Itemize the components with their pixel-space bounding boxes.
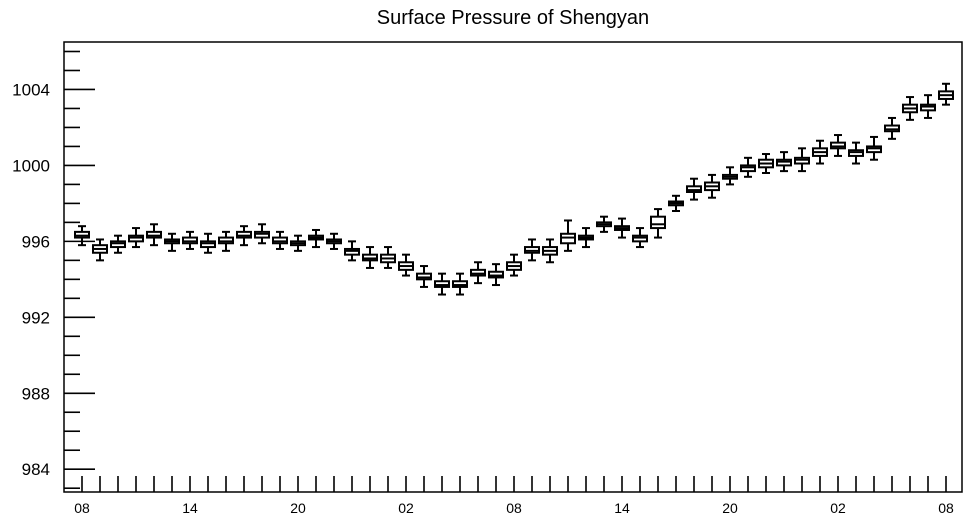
box-mark <box>128 227 144 249</box>
box-mark <box>668 194 684 212</box>
x-tick-label: 02 <box>830 500 846 516</box>
x-tick-label: 08 <box>938 500 954 516</box>
box-mark <box>488 263 504 287</box>
box-mark <box>290 234 306 252</box>
y-tick-label: 988 <box>22 384 50 403</box>
box-mark <box>812 139 828 165</box>
box-mark <box>740 156 756 178</box>
chart-title: Surface Pressure of Shengyan <box>377 7 649 29</box>
box-mark <box>254 223 270 245</box>
box-mark <box>542 238 558 264</box>
box-mark <box>938 82 954 106</box>
x-axis: 08 14 20 02 08 14 20 02 08 <box>74 476 954 516</box>
y-tick-label: 984 <box>22 460 50 479</box>
box-mark <box>560 219 576 252</box>
box-mark <box>614 217 630 239</box>
box-mark <box>920 94 936 119</box>
box-mark <box>434 272 450 296</box>
plot-frame <box>63 41 963 493</box>
x-tick-label: 14 <box>614 500 630 516</box>
box-mark <box>164 232 180 252</box>
box-rect <box>650 215 666 230</box>
box-mark <box>272 230 288 250</box>
y-tick-label: 996 <box>22 232 50 251</box>
box-mark <box>704 173 720 199</box>
box-mark <box>596 215 612 233</box>
box-mark <box>686 177 702 201</box>
box-mark <box>776 151 792 173</box>
box-mark <box>470 261 486 285</box>
box-mark <box>884 116 900 140</box>
y-tick-label: 1000 <box>12 156 50 175</box>
box-mark <box>218 230 234 252</box>
box-mark <box>902 96 918 121</box>
x-tick-label: 08 <box>74 500 90 516</box>
box-mark <box>380 246 396 269</box>
y-tick-label: 1004 <box>12 80 50 99</box>
box-mark <box>650 208 666 239</box>
box-mark <box>848 141 864 165</box>
y-tick-label: 992 <box>22 308 50 327</box>
x-tick-label: 20 <box>290 500 306 516</box>
box-mark <box>758 153 774 175</box>
box-mark <box>326 232 342 250</box>
box-mark <box>236 225 252 247</box>
box-mark <box>578 227 594 249</box>
x-tick-label: 02 <box>398 500 414 516</box>
box-mark <box>416 265 432 288</box>
box-mark <box>506 253 522 277</box>
box-mark <box>146 223 162 247</box>
box-mark <box>110 234 126 254</box>
box-mark <box>92 238 108 262</box>
y-axis: 984 988 992 996 1000 1004 <box>12 50 95 490</box>
box-mark <box>398 253 414 277</box>
box-mark <box>866 135 882 161</box>
box-mark <box>722 166 738 186</box>
x-tick-label: 14 <box>182 500 198 516</box>
x-tick-label: 08 <box>506 500 522 516</box>
box-mark <box>524 238 540 262</box>
box-mark <box>794 147 810 173</box>
box-mark <box>182 230 198 250</box>
box-mark <box>308 228 324 249</box>
box-series <box>74 82 954 296</box>
x-tick-label: 20 <box>722 500 738 516</box>
box-mark <box>74 225 90 247</box>
box-mark <box>452 272 468 296</box>
box-mark <box>830 134 846 157</box>
box-mark <box>362 246 378 269</box>
box-mark <box>344 240 360 262</box>
box-mark <box>632 227 648 249</box>
box-mark <box>200 232 216 254</box>
